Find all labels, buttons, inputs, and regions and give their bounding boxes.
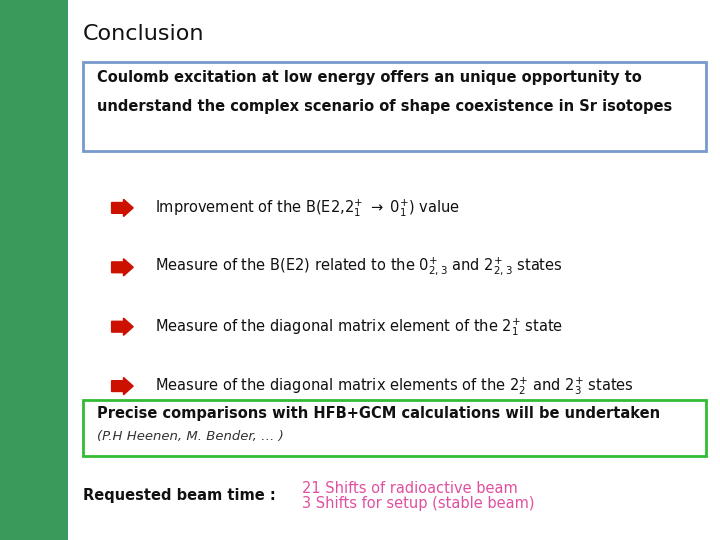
Polygon shape [112, 259, 133, 276]
Text: 3 Shifts for setup (stable beam): 3 Shifts for setup (stable beam) [302, 496, 535, 511]
Text: Precise comparisons with HFB+GCM calculations will be undertaken: Precise comparisons with HFB+GCM calcula… [97, 406, 660, 421]
Polygon shape [112, 377, 133, 395]
Text: Improvement of the B(E2,2$^{+}_{1}$ $\rightarrow$ 0$^{+}_{1}$) value: Improvement of the B(E2,2$^{+}_{1}$ $\ri… [155, 197, 460, 219]
Bar [83, 400, 706, 456]
Bar [83, 62, 706, 151]
Polygon shape [112, 318, 133, 335]
Text: 21 Shifts of radioactive beam: 21 Shifts of radioactive beam [302, 481, 518, 496]
Text: Conclusion: Conclusion [83, 24, 204, 44]
Text: Measure of the diagonal matrix element of the 2$^{+}_{1}$ state: Measure of the diagonal matrix element o… [155, 316, 563, 338]
Text: Coulomb excitation at low energy offers an unique opportunity to: Coulomb excitation at low energy offers … [97, 70, 642, 85]
Text: (P.H Heenen, M. Bender, … ): (P.H Heenen, M. Bender, … ) [97, 430, 284, 443]
Text: Measure of the diagonal matrix elements of the 2$^{+}_{2}$ and 2$^{+}_{3}$ state: Measure of the diagonal matrix elements … [155, 375, 634, 397]
Polygon shape [112, 199, 133, 217]
Bar [0, 0, 68, 540]
Text: Measure of the B(E2) related to the 0$^{+}_{2,3}$ and 2$^{+}_{2,3}$ states: Measure of the B(E2) related to the 0$^{… [155, 256, 562, 279]
Text: Requested beam time :: Requested beam time : [83, 488, 276, 503]
Text: understand the complex scenario of shape coexistence in Sr isotopes: understand the complex scenario of shape… [97, 99, 672, 114]
